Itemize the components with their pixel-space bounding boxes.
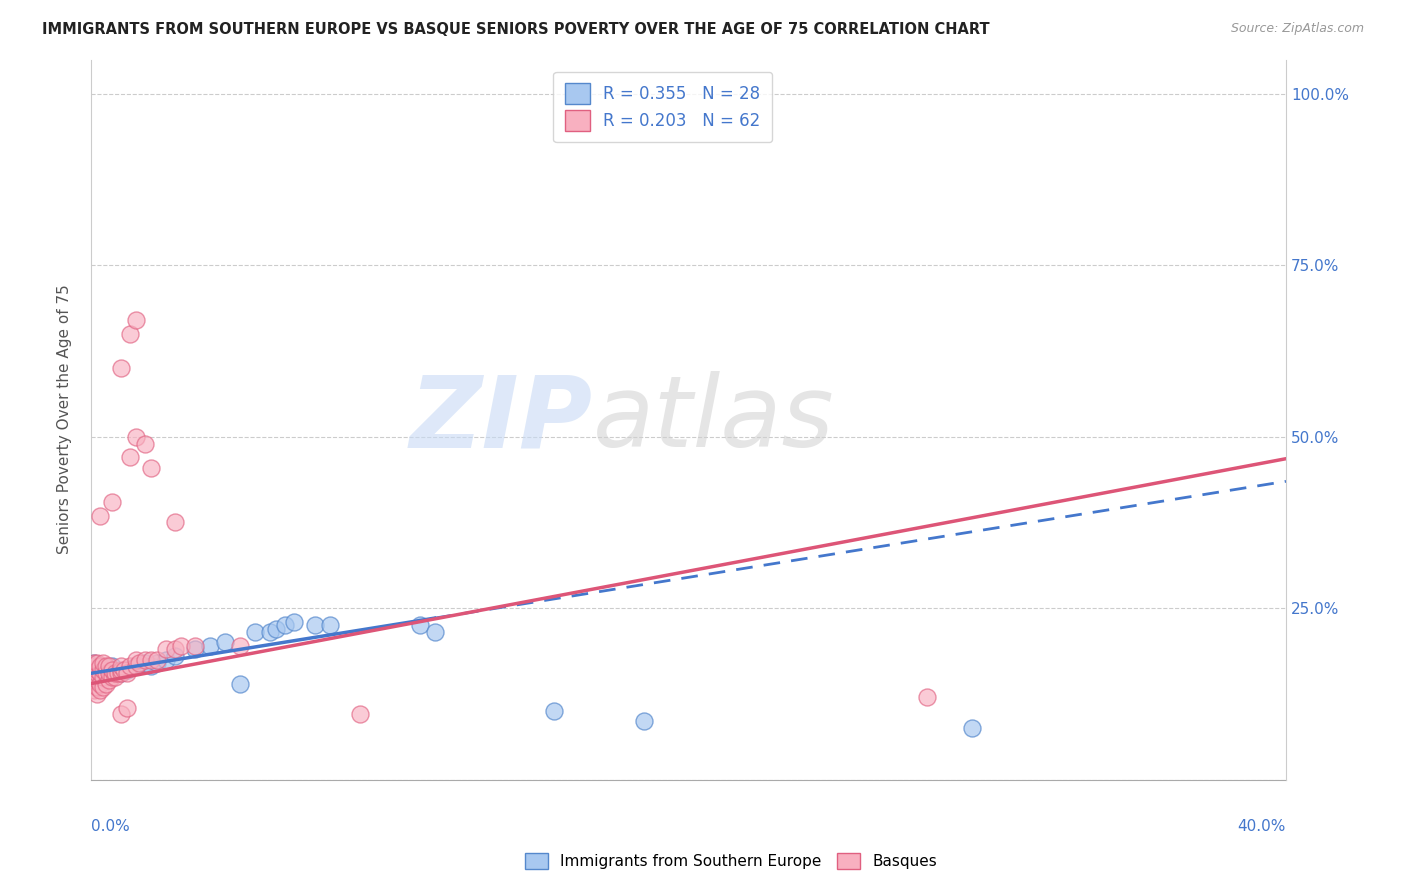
Point	[110, 707, 132, 722]
Point	[104, 666, 127, 681]
Point	[125, 652, 148, 666]
Point	[89, 508, 111, 523]
Point	[229, 639, 252, 653]
Point	[962, 721, 984, 735]
Point	[112, 663, 135, 677]
Point	[83, 666, 105, 681]
Y-axis label: Seniors Poverty Over the Age of 75: Seniors Poverty Over the Age of 75	[58, 285, 72, 555]
Point	[423, 625, 446, 640]
Point	[125, 659, 148, 673]
Point	[125, 659, 148, 673]
Point	[139, 652, 162, 666]
Point	[86, 680, 108, 694]
Point	[89, 666, 111, 681]
Point	[125, 430, 148, 444]
Point	[83, 683, 105, 698]
Point	[163, 642, 186, 657]
Point	[89, 659, 111, 673]
Point	[101, 663, 124, 677]
Text: IMMIGRANTS FROM SOUTHERN EUROPE VS BASQUE SENIORS POVERTY OVER THE AGE OF 75 COR: IMMIGRANTS FROM SOUTHERN EUROPE VS BASQU…	[42, 22, 990, 37]
Point	[139, 460, 162, 475]
Legend: R = 0.355   N = 28, R = 0.203   N = 62: R = 0.355 N = 28, R = 0.203 N = 62	[554, 71, 772, 142]
Point	[163, 516, 186, 530]
Point	[91, 680, 114, 694]
Point	[104, 670, 127, 684]
Point	[163, 649, 186, 664]
Point	[110, 666, 132, 681]
Point	[97, 659, 120, 673]
Point	[134, 652, 156, 666]
Point	[118, 450, 141, 465]
Point	[115, 700, 138, 714]
Point	[229, 676, 252, 690]
Point	[101, 670, 124, 684]
Point	[128, 656, 150, 670]
Point	[145, 656, 167, 670]
Point	[408, 618, 430, 632]
Point	[86, 663, 108, 677]
Text: 0.0%: 0.0%	[91, 819, 129, 834]
Point	[118, 326, 141, 341]
Point	[110, 361, 132, 376]
Point	[304, 618, 326, 632]
Point	[91, 670, 114, 684]
Point	[83, 656, 105, 670]
Point	[89, 676, 111, 690]
Point	[94, 663, 117, 677]
Point	[633, 714, 655, 729]
Point	[245, 625, 267, 640]
Text: ZIP: ZIP	[409, 371, 593, 468]
Point	[139, 659, 162, 673]
Point	[110, 663, 132, 677]
Point	[134, 436, 156, 450]
Point	[83, 670, 105, 684]
Point	[169, 639, 191, 653]
Text: 40.0%: 40.0%	[1237, 819, 1286, 834]
Point	[86, 673, 108, 688]
Point	[155, 642, 177, 657]
Legend: Immigrants from Southern Europe, Basques: Immigrants from Southern Europe, Basques	[519, 847, 943, 875]
Point	[118, 659, 141, 673]
Point	[110, 659, 132, 673]
Text: Source: ZipAtlas.com: Source: ZipAtlas.com	[1230, 22, 1364, 36]
Point	[115, 663, 138, 677]
Point	[89, 666, 111, 681]
Point	[83, 656, 105, 670]
Point	[94, 666, 117, 681]
Point	[134, 656, 156, 670]
Point	[107, 666, 129, 681]
Point	[86, 666, 108, 681]
Point	[101, 495, 124, 509]
Point	[283, 615, 305, 629]
Point	[155, 652, 177, 666]
Point	[184, 642, 207, 657]
Point	[89, 683, 111, 698]
Point	[101, 659, 124, 673]
Point	[264, 622, 287, 636]
Point	[86, 656, 108, 670]
Point	[115, 666, 138, 681]
Point	[97, 673, 120, 688]
Text: atlas: atlas	[593, 371, 835, 468]
Point	[125, 313, 148, 327]
Point	[86, 687, 108, 701]
Point	[110, 666, 132, 681]
Point	[319, 618, 342, 632]
Point	[94, 659, 117, 673]
Point	[184, 639, 207, 653]
Point	[349, 707, 371, 722]
Point	[145, 652, 167, 666]
Point	[97, 666, 120, 681]
Point	[91, 663, 114, 677]
Point	[94, 676, 117, 690]
Point	[83, 659, 105, 673]
Point	[917, 690, 939, 705]
Point	[83, 663, 105, 677]
Point	[91, 656, 114, 670]
Point	[543, 704, 565, 718]
Point	[259, 625, 281, 640]
Point	[200, 639, 222, 653]
Point	[214, 635, 236, 649]
Point	[274, 618, 297, 632]
